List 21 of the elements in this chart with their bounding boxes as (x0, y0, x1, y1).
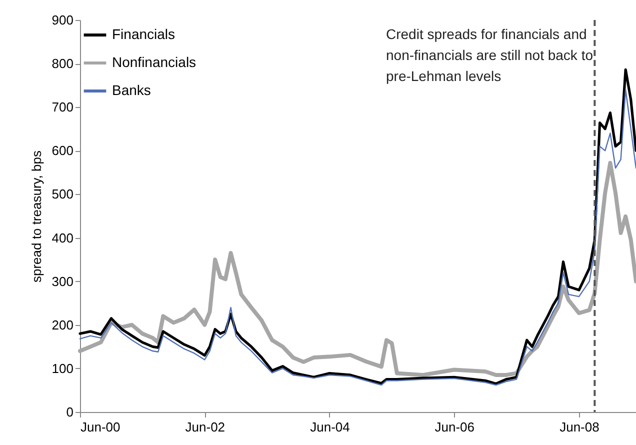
y-tick-label: 800 (52, 56, 74, 72)
x-tick-label: Jun-08 (560, 420, 600, 434)
y-axis-title: spread to treasury, bps (28, 150, 44, 282)
x-tick-label: Jun-02 (185, 420, 226, 434)
legend-label: Banks (112, 82, 151, 98)
y-tick-label: 0 (66, 404, 74, 420)
y-tick-label: 700 (52, 100, 74, 115)
x-tick-label: Jun-00 (80, 420, 120, 434)
line-series (78, 160, 636, 377)
y-tick-label: 500 (52, 186, 74, 202)
y-tick-label: 200 (52, 317, 74, 332)
y-tick-label: 900 (52, 12, 74, 28)
y-tick-label: 100 (52, 360, 74, 376)
legend-label: Nonfinancials (112, 54, 196, 70)
y-tick-label: 600 (52, 143, 74, 158)
y-tick-label: 400 (52, 230, 74, 246)
legend-label: Financials (112, 26, 176, 42)
y-tick-label: 300 (52, 274, 74, 289)
x-tick-label: Jun-04 (310, 420, 350, 434)
x-tick-label: Jun-06 (434, 420, 475, 434)
annotation: Credit spreads for financials and non-financials are still not back to pre-Lehman levels (386, 26, 594, 84)
